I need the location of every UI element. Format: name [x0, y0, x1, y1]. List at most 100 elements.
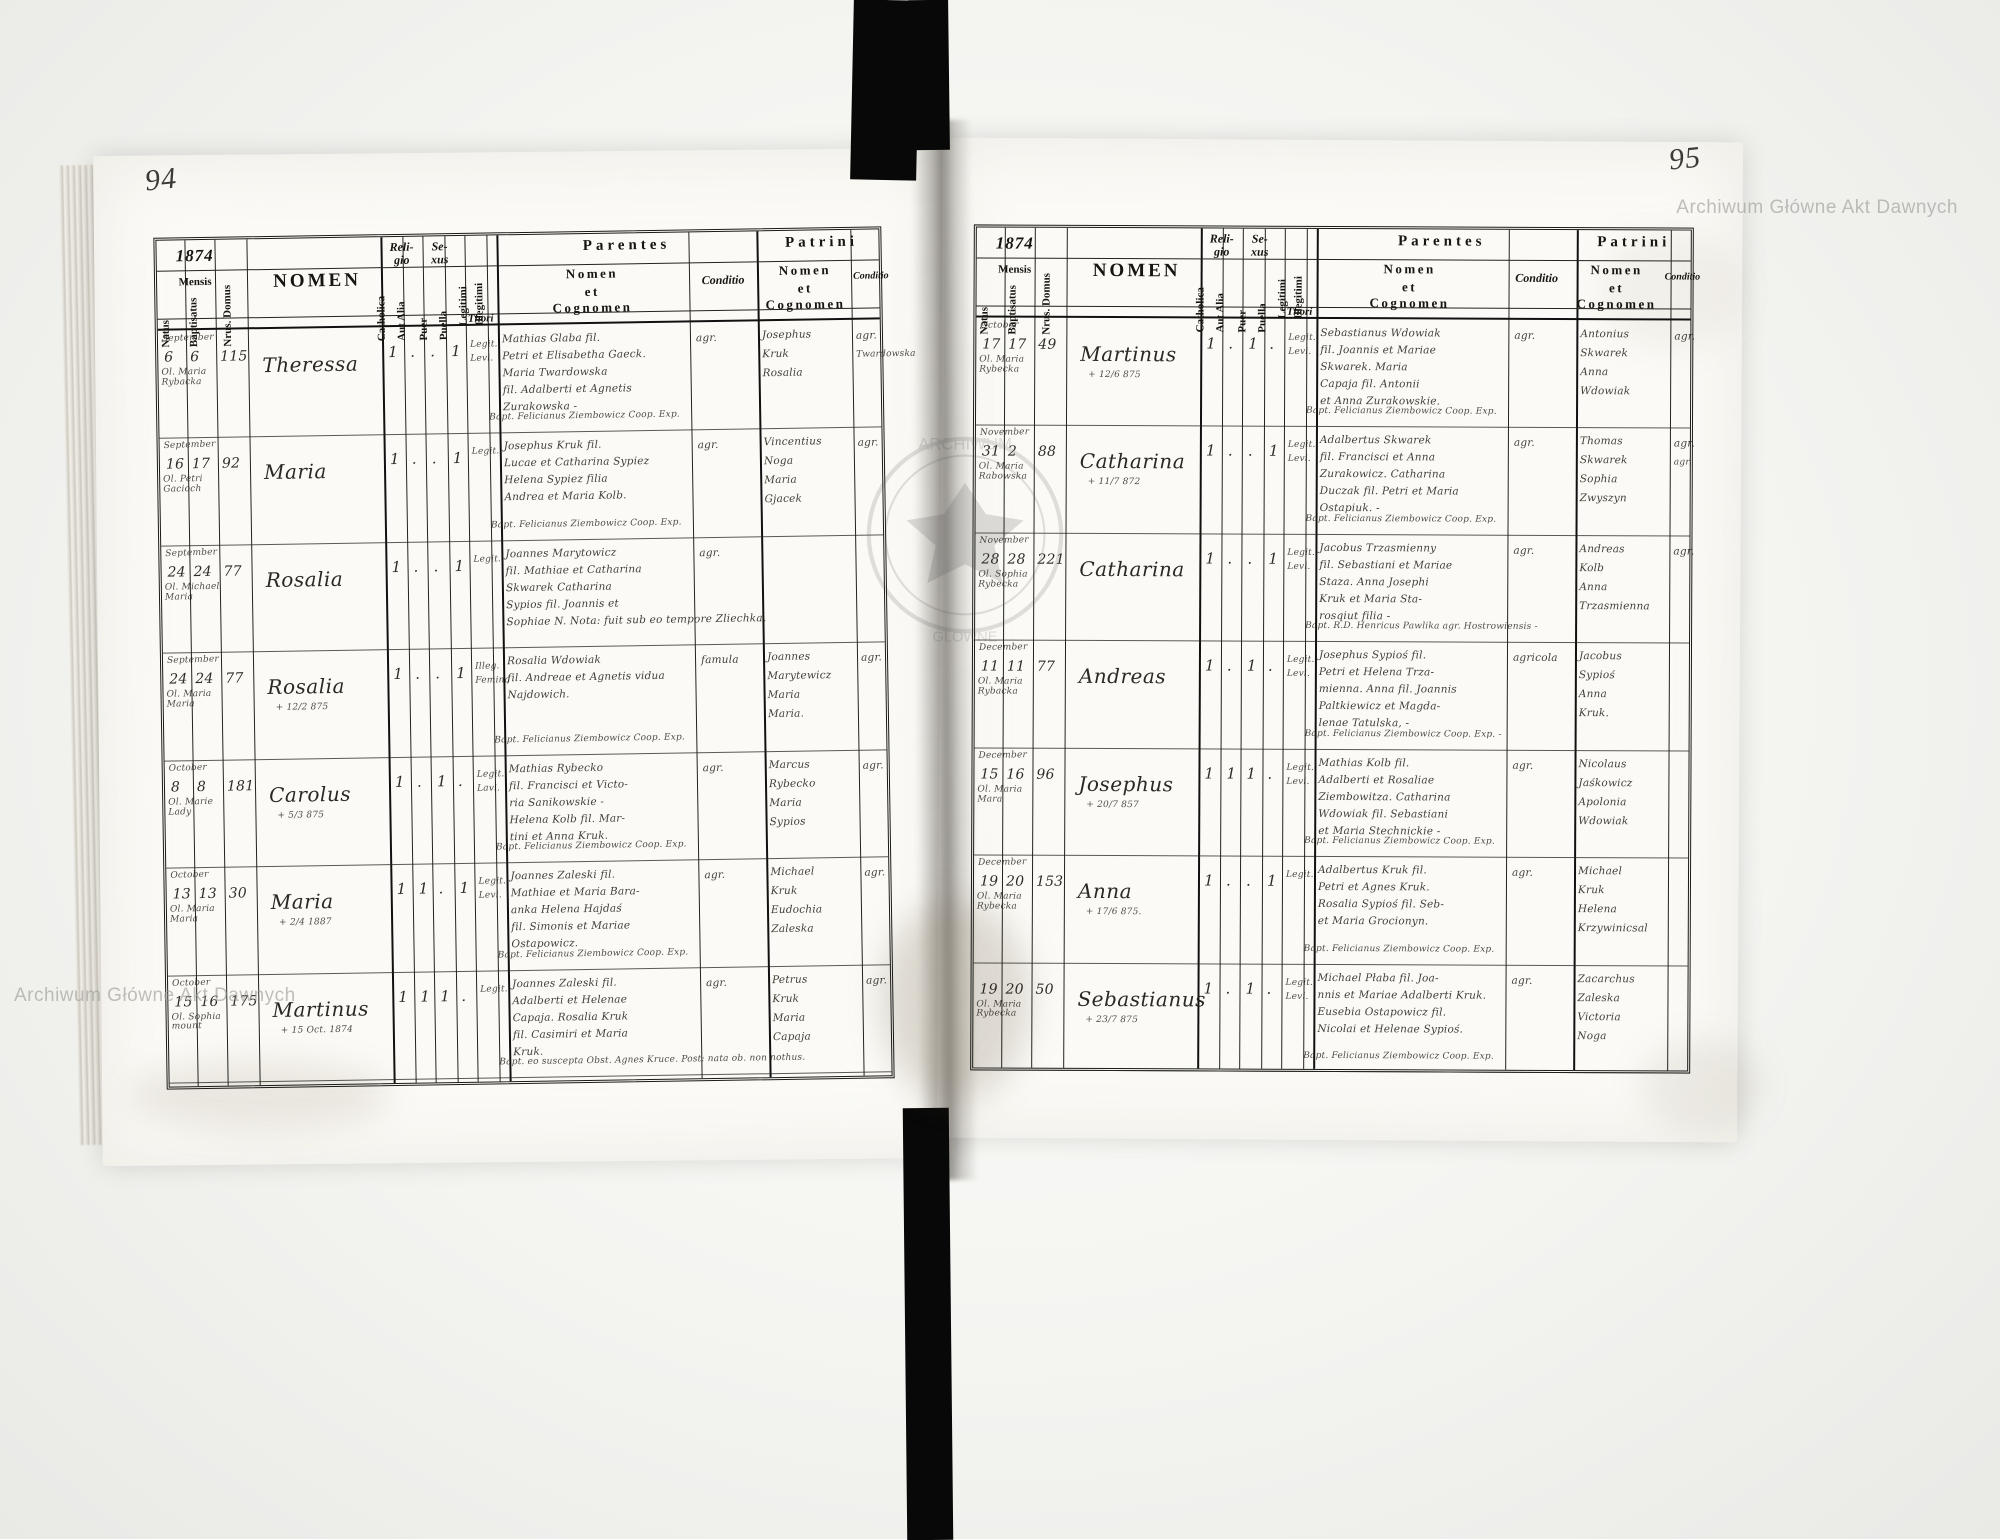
cell-text: Bapt. Felicianus Ziembowicz Coop. Exp.: [1305, 513, 1497, 525]
cell-text: Skwarek. Maria: [1320, 360, 1408, 374]
header-thori-right: Thori: [1286, 305, 1313, 318]
cell-text: Ol. Maria Rybacka: [161, 366, 207, 388]
header-parentes-nomen-left: Nomen: [565, 265, 619, 282]
cell-text: 1: [459, 879, 470, 898]
cell-text: Sophia: [1579, 473, 1618, 486]
cell-text: 13: [198, 885, 218, 903]
cell-text: 13: [172, 886, 192, 903]
cell-text: .: [416, 772, 423, 791]
cell-text: Sypioś: [1578, 669, 1616, 682]
cell-text: 1: [1203, 871, 1214, 890]
cell-text: agr.: [1512, 759, 1534, 772]
cell-text: Joannes Zaleski fil.: [510, 868, 616, 883]
header-aut-alia-right: Aut Alia: [1214, 293, 1227, 333]
cell-text: Maria: [263, 459, 328, 485]
header-religio-line2: gio: [393, 252, 410, 267]
cell-text: .: [435, 664, 441, 683]
cell-text: 77: [1036, 658, 1056, 676]
cell-text: 1: [394, 772, 405, 791]
cell-text: Paltkiewicz et Magda-: [1318, 700, 1441, 713]
cell-text: 96: [1036, 766, 1055, 783]
cell-text: .: [411, 450, 417, 469]
cell-text: Trzasmienna: [1579, 599, 1650, 613]
cell-text: .: [413, 557, 419, 576]
cell-text: 1: [418, 879, 429, 898]
column-rule: [1219, 228, 1224, 1069]
cell-text: Maria: [270, 889, 334, 915]
cell-text: Kruk: [772, 992, 800, 1005]
cell-text: December: [978, 857, 1027, 869]
header-religio-line2-right: gio: [1214, 244, 1230, 259]
cell-text: 1: [1206, 334, 1217, 353]
header-aut-alia-left: Aut Alia: [395, 301, 409, 341]
cell-text: Legit.: [1287, 547, 1316, 558]
cell-text: agr.: [1511, 866, 1534, 880]
cell-text: anka Helena Hajdaś: [510, 902, 622, 917]
scan-edge-mask-top-right: [908, 0, 950, 151]
header-mensis-right: Mensis: [998, 263, 1032, 276]
cell-text: Ol. Maria Rybecka: [976, 999, 1022, 1020]
cell-text: 8: [170, 779, 181, 796]
cell-text: 1: [1245, 979, 1256, 998]
cell-text: 50: [1035, 981, 1054, 998]
header-parentes-et-right: et: [1401, 279, 1418, 295]
cell-text: Adalberti et Rosaliae: [1318, 773, 1435, 787]
cell-text: Ol. Michael Maria: [164, 581, 220, 603]
register-table-left: 1874 Mensis NOMEN Reli-gio Se-xus Parent…: [153, 226, 916, 1090]
cell-text: + 12/2 875: [275, 702, 329, 714]
svg-text:GLOWNE: GLOWNE: [932, 630, 997, 646]
cell-text: Ol. Maria Mara: [977, 784, 1023, 805]
cell-text: Helena Kolb fil. Mar-: [509, 812, 626, 826]
cell-text: Noga: [1577, 1029, 1607, 1042]
cell-text: Ol. Marie Lady: [168, 796, 214, 818]
cell-text: Josephus Sypioś fil.: [1318, 649, 1427, 662]
cell-text: Femina: [475, 675, 511, 687]
cell-text: Bapt. Felicianus Ziembowicz Coop. Exp.: [1303, 943, 1495, 955]
cell-text: nnis et Mariae Adalberti Kruk.: [1317, 988, 1487, 1002]
cell-text: fil. Andreae et Agnetis vidua: [507, 670, 665, 685]
cell-text: Josephus: [1078, 771, 1174, 797]
cell-text: 1: [391, 557, 402, 576]
cell-text: .: [1226, 656, 1232, 675]
cell-text: .: [1225, 979, 1231, 998]
cell-text: Legit.: [1285, 977, 1314, 988]
cell-text: Joannes Zaleski fil.: [512, 976, 617, 990]
header-thori-left: Thori: [467, 312, 494, 325]
svg-text:ARCHIWUM: ARCHIWUM: [918, 434, 1012, 453]
cell-text: Levi.: [1286, 669, 1311, 680]
cell-text: .: [457, 771, 464, 790]
header-patrini-et-left: et: [797, 280, 813, 296]
cell-text: .: [1247, 549, 1253, 568]
cell-text: Bapt. Felicianus Ziembowicz Coop. Exp.: [1304, 836, 1495, 847]
cell-text: Legit.: [1287, 440, 1316, 451]
header-patrini-et-right: et: [1608, 280, 1625, 296]
cell-text: + 11/7 872: [1087, 477, 1141, 488]
header-puer-right: Puer: [1236, 309, 1249, 333]
cell-text: .: [1245, 871, 1251, 890]
cell-text: Noga: [763, 455, 794, 468]
cell-text: agr.: [695, 331, 718, 345]
cell-text: Petri et Helena Trza-: [1318, 666, 1435, 679]
cell-text: Ostapiuk. -: [1319, 502, 1380, 515]
header-patrini-nomen-right: Nomen: [1590, 262, 1643, 278]
cell-text: December: [978, 749, 1028, 761]
cell-text: 16: [1006, 766, 1025, 783]
cell-text: October: [170, 869, 209, 882]
cell-text: .: [461, 986, 467, 1005]
cell-text: fil. Francisci et Anna: [1319, 451, 1436, 464]
cell-text: .: [415, 664, 421, 683]
cell-text: Anna: [1579, 580, 1608, 594]
cell-text: Anna: [1077, 879, 1133, 904]
header-patrini-cognomen-right: Cognomen: [1576, 296, 1657, 312]
cell-text: mienna. Anna fil. Joannis: [1318, 683, 1457, 696]
cell-text: .: [1227, 441, 1233, 460]
column-rule: [246, 239, 261, 1086]
cell-text: 30: [228, 885, 248, 902]
cell-text: Zurakowicz. Catharina: [1319, 468, 1446, 481]
cell-text: 115: [220, 348, 248, 365]
column-rule: [1667, 230, 1672, 1071]
cell-text: Eusebia Ostapowicz fil.: [1317, 1005, 1447, 1019]
cell-text: 1: [1203, 979, 1214, 998]
cell-text: + 23/7 875: [1085, 1014, 1139, 1025]
cell-text: Levi.: [1287, 454, 1311, 465]
